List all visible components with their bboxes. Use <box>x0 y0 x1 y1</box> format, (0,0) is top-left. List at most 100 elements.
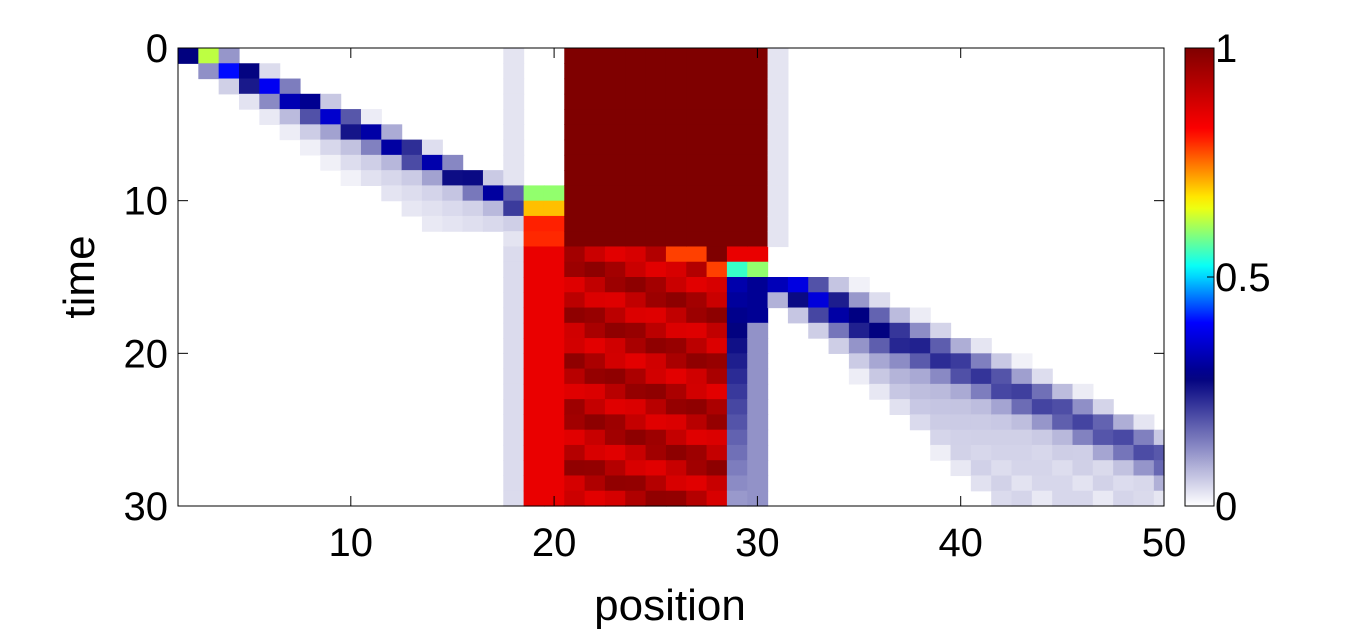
heatmap-cell <box>726 215 748 232</box>
heatmap-cell <box>726 48 748 64</box>
heatmap-cell <box>950 460 972 477</box>
heatmap-cell <box>604 261 626 278</box>
heatmap-cell <box>665 200 687 217</box>
heatmap-cell <box>320 93 342 110</box>
heatmap-cell <box>503 429 525 446</box>
heatmap-cell <box>706 124 728 141</box>
heatmap-cell <box>970 429 992 446</box>
heatmap-cell <box>808 277 830 293</box>
heatmap-cell <box>584 383 606 400</box>
heatmap-cell <box>1072 414 1094 431</box>
heatmap-cell <box>584 93 606 110</box>
heatmap-cell <box>421 215 443 232</box>
heatmap-cell <box>1092 490 1114 507</box>
heatmap-cell <box>747 215 769 232</box>
heatmap-cell <box>706 322 728 339</box>
heatmap-cell <box>442 215 464 232</box>
heatmap-cell <box>198 48 220 64</box>
heatmap-cell <box>604 231 626 248</box>
heatmap-cell <box>1052 414 1074 431</box>
heatmap-cell <box>909 399 931 415</box>
heatmap-cell <box>706 338 728 354</box>
heatmap-cell <box>930 399 952 415</box>
heatmap-cell <box>625 414 647 431</box>
heatmap-cell <box>625 246 647 263</box>
heatmap-cell <box>848 322 870 339</box>
heatmap-cell <box>625 383 647 400</box>
heatmap-cell <box>1092 444 1114 461</box>
heatmap-cell <box>604 170 626 186</box>
heatmap-cell <box>523 475 545 492</box>
heatmap-cell <box>462 215 484 232</box>
heatmap-cell <box>869 353 891 370</box>
heatmap-cell <box>808 322 830 339</box>
heatmap-cell <box>726 277 748 293</box>
heatmap-cell <box>706 78 728 95</box>
heatmap-cell <box>523 292 545 309</box>
heatmap-cell <box>645 414 667 431</box>
heatmap-cell <box>909 383 931 400</box>
heatmap-cell <box>564 353 586 370</box>
heatmap-cell <box>604 246 626 263</box>
heatmap-cell <box>686 78 708 95</box>
heatmap-cell <box>218 48 240 64</box>
heatmap-cell <box>604 444 626 461</box>
heatmap-cell <box>564 307 586 324</box>
heatmap-cell <box>686 307 708 324</box>
heatmap-cell <box>584 124 606 141</box>
heatmap-cell <box>950 353 972 370</box>
heatmap-cell <box>604 414 626 431</box>
heatmap-cell <box>564 368 586 385</box>
heatmap-cell <box>645 78 667 95</box>
heatmap-cell <box>604 215 626 232</box>
heatmap-cell <box>604 200 626 217</box>
heatmap-cell <box>686 93 708 110</box>
heatmap-cell <box>543 215 565 232</box>
heatmap-cell <box>808 307 830 324</box>
heatmap-cell <box>259 93 281 110</box>
heatmap-cell <box>726 124 748 141</box>
heatmap-cell <box>767 139 789 156</box>
heatmap-cell <box>1092 429 1114 446</box>
heatmap-cell <box>584 215 606 232</box>
heatmap-cell <box>543 322 565 339</box>
heatmap-cell <box>726 383 748 400</box>
heatmap-cell <box>604 154 626 171</box>
heatmap-cell <box>584 307 606 324</box>
heatmap-cell <box>889 338 911 354</box>
heatmap-cell <box>625 48 647 64</box>
heatmap-cell <box>665 322 687 339</box>
heatmap-cell <box>970 414 992 431</box>
heatmap-cell <box>421 154 443 171</box>
heatmap-cell <box>686 399 708 415</box>
heatmap-cell <box>442 154 464 171</box>
heatmap-cell <box>462 200 484 217</box>
heatmap-cell <box>584 63 606 80</box>
heatmap-cell <box>645 307 667 324</box>
heatmap-cell <box>625 292 647 309</box>
heatmap-cell <box>747 185 769 202</box>
heatmap-cell <box>604 307 626 324</box>
heatmap-cell <box>950 383 972 400</box>
heatmap-cell <box>564 490 586 507</box>
heatmap-cell <box>686 48 708 64</box>
heatmap-cell <box>665 444 687 461</box>
heatmap-cell <box>360 139 382 156</box>
heatmap-cell <box>828 322 850 339</box>
heatmap-cell <box>686 292 708 309</box>
plot-frame <box>177 47 1165 507</box>
heatmap-cell <box>767 93 789 110</box>
heatmap-cell <box>747 246 769 263</box>
heatmap-cell <box>564 109 586 125</box>
heatmap-cell <box>1011 368 1033 385</box>
heatmap-cell <box>869 383 891 400</box>
heatmap-cell <box>543 185 565 202</box>
heatmap-cell <box>970 460 992 477</box>
heatmap-cell <box>218 78 240 95</box>
heatmap-cell <box>747 109 769 125</box>
heatmap-cell <box>645 383 667 400</box>
heatmap-cell <box>869 292 891 309</box>
heatmap-cell <box>543 261 565 278</box>
heatmap-cell <box>706 185 728 202</box>
heatmap-cell <box>665 414 687 431</box>
